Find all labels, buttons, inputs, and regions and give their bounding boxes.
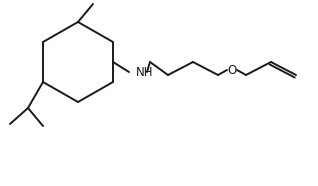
Text: O: O	[227, 63, 237, 76]
Text: NH: NH	[136, 65, 154, 78]
